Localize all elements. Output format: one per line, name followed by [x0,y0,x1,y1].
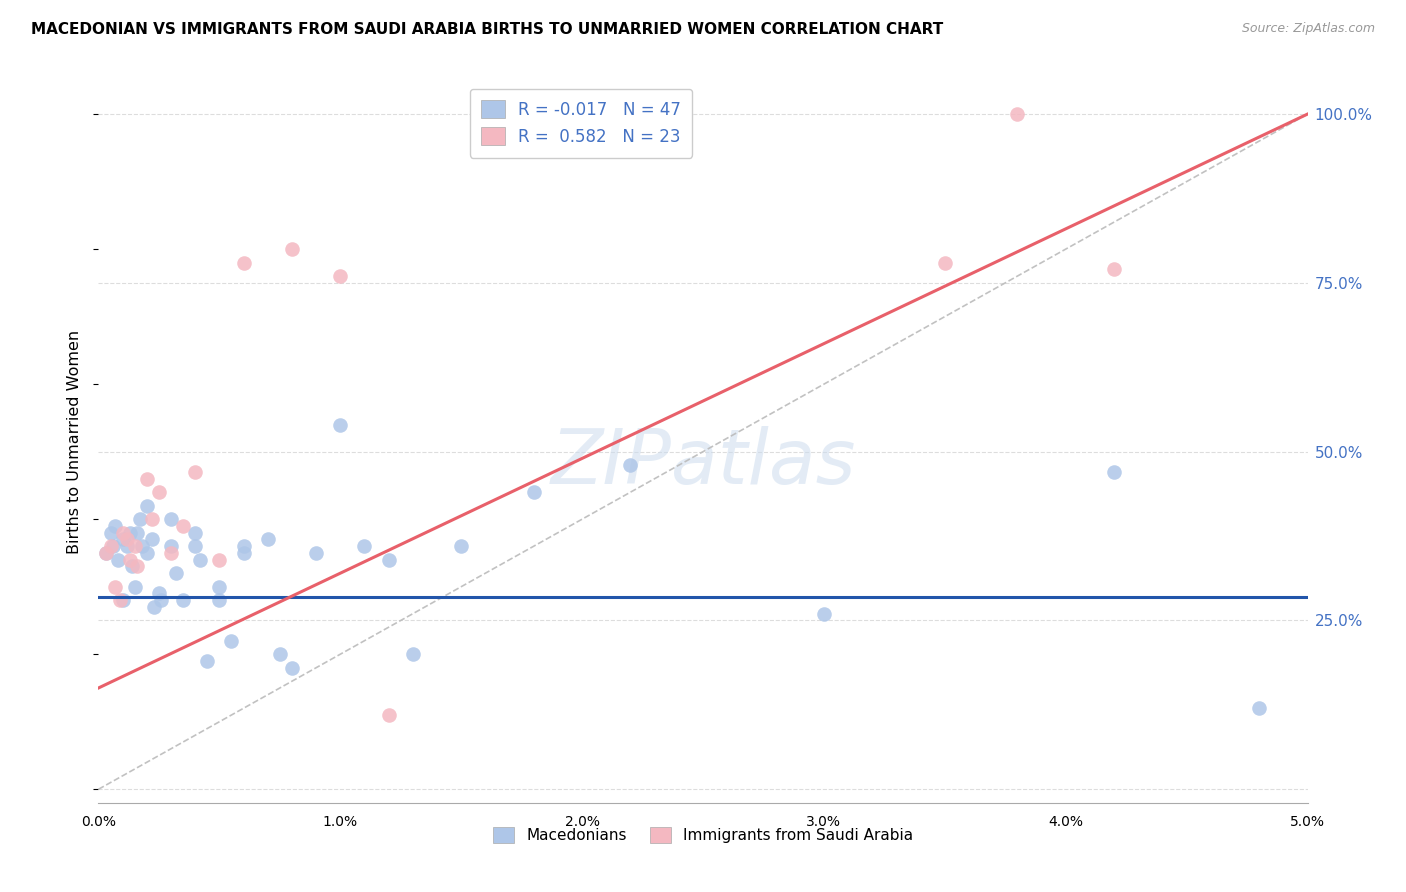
Point [143,599,166,614]
Text: MACEDONIAN VS IMMIGRANTS FROM SAUDI ARABIA BIRTHS TO UNMARRIED WOMEN CORRELATION: MACEDONIAN VS IMMIGRANTS FROM SAUDI ARAB… [31,22,943,37]
Point [523,485,546,500]
Point [148,586,170,600]
Point [172,519,194,533]
Point [329,417,352,432]
Legend: Macedonians, Immigrants from Saudi Arabia: Macedonians, Immigrants from Saudi Arabi… [486,821,920,849]
Point [111,525,134,540]
Point [281,242,304,256]
Point [160,546,183,560]
Point [1007,107,1029,121]
Point [160,539,183,553]
Point [184,525,207,540]
Point [94,546,117,560]
Point [124,539,146,553]
Point [141,533,163,547]
Point [117,539,139,553]
Point [188,552,211,566]
Point [1102,465,1125,479]
Point [100,539,122,553]
Point [104,580,127,594]
Point [232,539,254,553]
Point [813,607,835,621]
Point [329,269,352,284]
Point [165,566,187,581]
Point [208,552,231,566]
Point [111,533,134,547]
Point [131,539,153,553]
Text: ZIPatlas: ZIPatlas [550,426,856,500]
Point [118,552,141,566]
Point [121,559,143,574]
Point [232,546,254,560]
Point [184,539,207,553]
Point [619,458,641,472]
Point [135,546,157,560]
Point [94,546,117,560]
Point [172,593,194,607]
Point [195,654,218,668]
Point [100,525,122,540]
Point [135,472,157,486]
Point [256,533,278,547]
Point [208,593,231,607]
Y-axis label: Births to Unmarried Women: Births to Unmarried Women [67,329,83,554]
Point [353,539,375,553]
Point [118,525,141,540]
Point [108,593,131,607]
Point [150,593,173,607]
Point [305,546,328,560]
Point [148,485,170,500]
Point [377,552,399,566]
Point [127,559,149,574]
Point [450,539,472,553]
Point [377,708,399,723]
Point [184,465,207,479]
Point [111,593,134,607]
Point [160,512,183,526]
Point [208,580,231,594]
Point [104,519,127,533]
Point [141,512,163,526]
Point [1249,701,1271,715]
Point [101,539,124,553]
Point [402,647,425,661]
Point [232,255,254,269]
Point [135,499,157,513]
Point [269,647,291,661]
Point [221,633,243,648]
Point [107,552,129,566]
Text: Source: ZipAtlas.com: Source: ZipAtlas.com [1241,22,1375,36]
Point [124,580,146,594]
Point [934,255,956,269]
Point [117,533,139,547]
Point [128,512,150,526]
Point [127,525,149,540]
Point [281,661,304,675]
Point [1102,262,1125,277]
